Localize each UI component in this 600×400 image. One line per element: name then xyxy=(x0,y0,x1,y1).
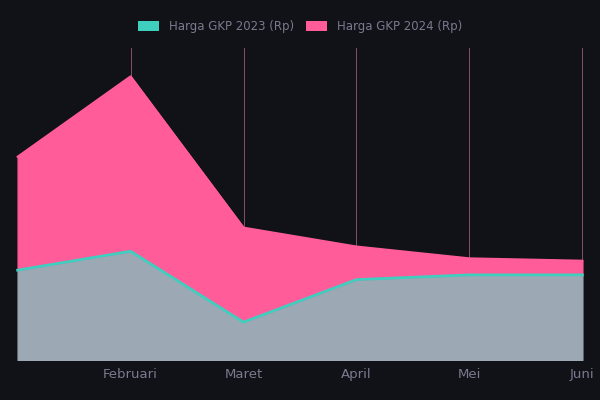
Legend: Harga GKP 2023 (Rp), Harga GKP 2024 (Rp): Harga GKP 2023 (Rp), Harga GKP 2024 (Rp) xyxy=(134,16,466,36)
